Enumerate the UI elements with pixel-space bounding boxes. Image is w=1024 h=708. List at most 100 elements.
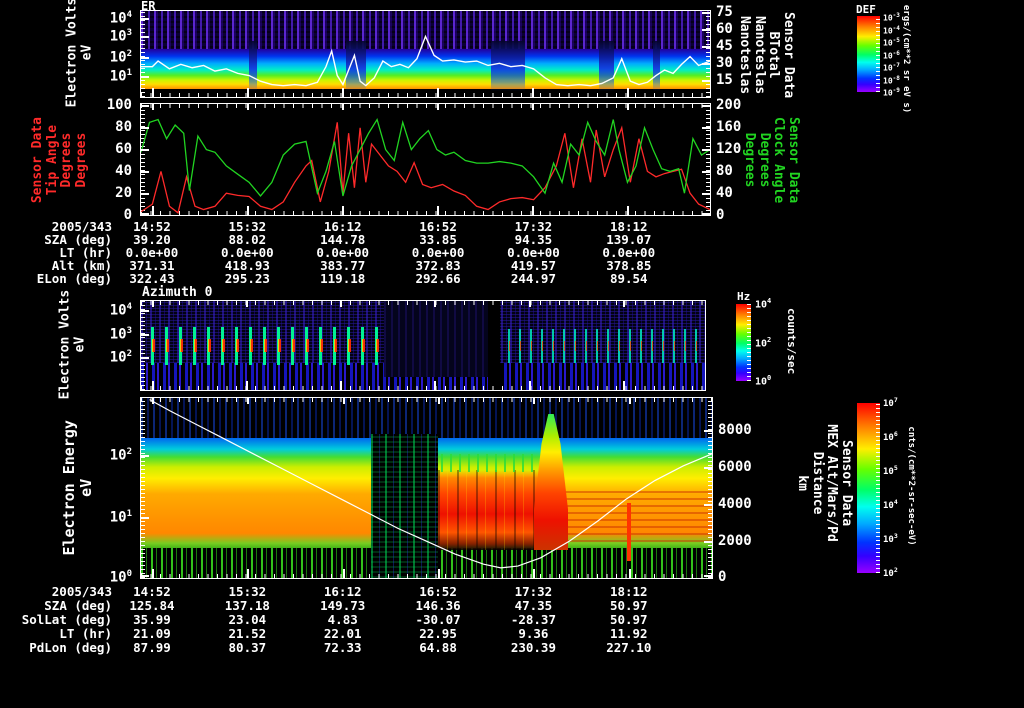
x-major-tick	[438, 569, 441, 578]
p2-llabel-line: Tip Angle	[44, 124, 60, 196]
tip-angle-line	[141, 122, 710, 214]
axis-tick-label: 100	[106, 97, 132, 113]
p1-ylabel-line: Electron Volts	[64, 0, 80, 108]
x-major-tick	[528, 301, 531, 307]
axis-tick-label: 0	[123, 207, 132, 223]
axis-tick-label: 6000	[718, 459, 752, 475]
x-major-tick	[151, 381, 154, 390]
y-major-tick	[704, 541, 712, 543]
p4-rlabel-line: Distance	[810, 451, 825, 515]
annotation1-value: 119.18	[320, 271, 366, 286]
er-highenergy-noise-image	[141, 11, 710, 53]
axis-tick-label: 103	[883, 531, 898, 545]
annotation2-value: 23.04	[228, 612, 267, 627]
annotation2-value: 22.95	[419, 626, 457, 641]
altitude-line	[149, 399, 712, 569]
axis-minor-ticks	[706, 104, 710, 215]
annotation2-value: 35.99	[133, 612, 171, 627]
p4-rlabel-line: Sensor Data	[839, 440, 855, 527]
axis-tick-label: 30	[716, 55, 733, 71]
axis-tick-label: 104	[109, 302, 132, 319]
axis-minor-ticks	[141, 301, 145, 390]
y-major-tick	[141, 105, 149, 107]
axis-tick-label: 45	[716, 38, 733, 54]
p4-saturated-red-image	[438, 470, 546, 550]
axis-tick-label: 10-4	[883, 24, 900, 36]
annotation2-time: 15:32	[228, 584, 267, 599]
annotation1-date: 2005/343	[51, 219, 112, 234]
azimuth-spectrogram	[140, 300, 706, 391]
annotation2-row-label: SolLat (deg)	[21, 612, 112, 627]
x-major-tick	[151, 206, 154, 215]
y-major-tick	[704, 575, 712, 577]
x-major-tick	[622, 381, 625, 390]
y-major-tick	[702, 193, 710, 195]
annotation1-value: 372.83	[415, 258, 461, 273]
y-major-tick	[702, 12, 710, 14]
x-major-tick	[627, 88, 630, 97]
x-major-tick	[151, 569, 154, 578]
annotation2-row-label: PdLon (deg)	[29, 640, 112, 655]
hz-colorbar-unit: counts/sec	[785, 308, 799, 375]
azimuth-datagap-block-image	[384, 301, 488, 377]
x-major-tick	[246, 381, 249, 390]
axis-tick-label: 4000	[718, 496, 752, 512]
axis-minor-ticks	[141, 386, 705, 390]
x-major-tick	[151, 398, 154, 404]
er-panel-title: ER	[141, 0, 156, 13]
btotal-line	[141, 34, 710, 87]
axis-tick-label: 80	[716, 163, 733, 179]
electron-energy-spectrogram	[140, 397, 713, 579]
annotation2-value: 227.10	[606, 640, 652, 655]
annotation1-value: 89.54	[609, 271, 648, 286]
def-colorbar-title: DEF	[856, 3, 876, 16]
x-major-tick	[628, 569, 631, 578]
er-dropout-image	[653, 41, 660, 91]
annotation2-value: 87.99	[133, 640, 171, 655]
p2-llabel-line: Degrees	[73, 132, 89, 188]
annotation1-value: 0.0e+00	[602, 245, 656, 260]
axis-minor-ticks	[141, 301, 705, 305]
annotation2-value: 4.83	[327, 612, 358, 627]
x-major-tick	[341, 88, 344, 97]
x-major-tick	[151, 301, 154, 307]
annotation2-value: 22.01	[323, 626, 362, 641]
annotation2-date: 2005/343	[51, 584, 112, 599]
y-major-tick	[141, 213, 149, 215]
p4-rlabel-line: MEX Alt/Mars/Pd	[824, 424, 840, 542]
annotation1-value: 139.07	[606, 232, 652, 247]
axis-tick-label: 160	[716, 119, 742, 135]
y-major-tick	[704, 504, 712, 506]
annotation2-time: 14:52	[133, 584, 171, 599]
x-major-tick	[247, 398, 250, 404]
annotation1-value: 0.0e+00	[316, 245, 370, 260]
x-major-tick	[622, 301, 625, 307]
annotation2-value: 50.97	[609, 612, 648, 627]
annotation1-value: 88.02	[228, 232, 267, 247]
annotation2-value: 146.36	[415, 598, 461, 613]
axis-tick-label: 60	[716, 21, 733, 37]
p4-ylabel-line: eV	[77, 478, 95, 497]
azimuth-black-gap-image	[488, 301, 500, 390]
y-major-tick	[141, 310, 149, 312]
axis-tick-label: 107	[883, 395, 898, 409]
axis-tick-label: 8000	[718, 422, 752, 438]
annotation1-value: 378.85	[606, 258, 652, 273]
annotation1-value: 322.43	[129, 271, 175, 286]
annotation1-value: 0.0e+00	[221, 245, 274, 260]
btotal-overlay	[141, 34, 710, 87]
axis-tick-label: 102	[883, 565, 898, 579]
hz-colorbar	[736, 304, 751, 381]
axis-tick-label: 40	[115, 163, 132, 179]
annotation1-time: 16:12	[323, 219, 362, 234]
x-major-tick	[437, 206, 440, 215]
annotation2-value: 21.52	[228, 626, 267, 641]
axis-tick-label: 10-7	[883, 62, 900, 73]
x-major-tick	[246, 206, 249, 215]
p4-dropout-image	[371, 434, 438, 578]
annotation2-value: 11.92	[609, 626, 648, 641]
axis-tick-label: 10-6	[883, 49, 900, 61]
x-major-tick	[151, 88, 154, 97]
y-major-tick	[141, 18, 149, 20]
axis-tick-label: 105	[883, 463, 898, 477]
